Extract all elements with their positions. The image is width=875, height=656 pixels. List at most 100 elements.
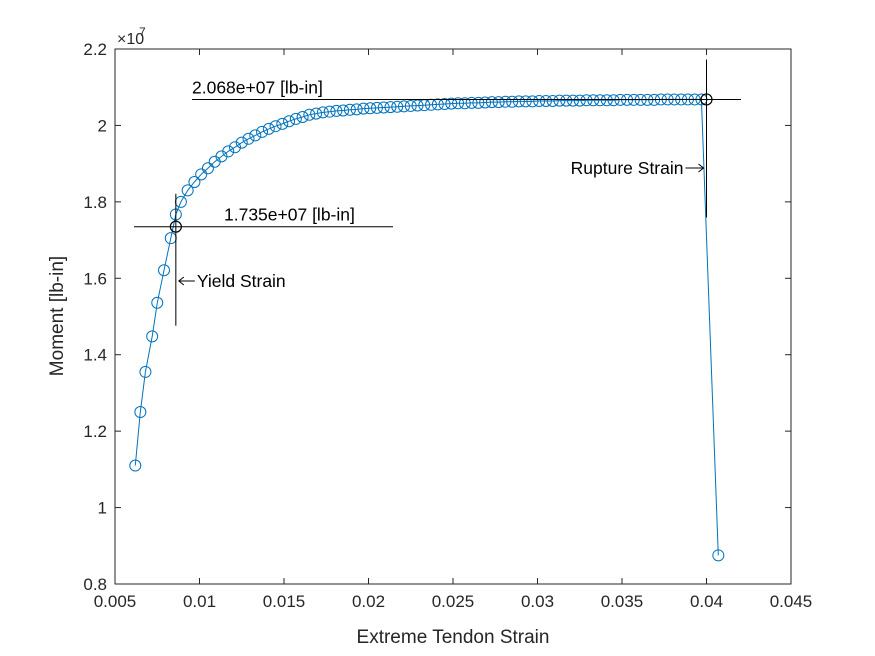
data-point [242,132,255,145]
data-point [283,115,296,128]
y-tick-label: 0.8 [83,575,107,594]
rupture-arrow-head [698,163,705,173]
y-axis-ticks: 0.8 1 1.2 1.4 1.6 1.8 2 2.2 [83,40,791,594]
y-exponent-power: 7 [139,25,146,39]
y-tick-label: 2 [98,116,107,135]
x-tick-label: 0.025 [432,592,475,611]
data-point [580,94,593,107]
data-point [370,101,383,114]
data-point [553,94,566,107]
data-point [384,101,397,114]
data-point [377,101,390,114]
data-point [129,459,142,472]
data-point [343,103,356,116]
x-tick-label: 0.02 [352,592,385,611]
y-tick-label: 2.2 [83,40,107,59]
data-point [303,108,316,121]
data-point [310,107,323,120]
y-tick-label: 1.2 [83,422,107,441]
data-point [539,94,552,107]
data-point [573,94,586,107]
x-tick-label: 0.01 [183,592,216,611]
data-point [330,104,343,117]
yield-point-marker [169,220,182,233]
x-axis-label: Extreme Tendon Strain [357,627,550,648]
data-point [560,94,573,107]
data-point [411,99,424,112]
data-point [506,95,519,108]
x-tick-label: 0.005 [94,592,137,611]
x-tick-label: 0.045 [770,592,813,611]
data-point [391,100,404,113]
data-point [289,112,302,125]
data-point [712,549,725,562]
data-point [357,102,370,115]
data-point [256,125,269,138]
x-tick-label: 0.015 [263,592,306,611]
data-point [492,96,505,109]
y-tick-label: 1.4 [83,346,107,365]
annotation-layer: 1.735e+07 [lb-in] 2.068e+07 [lb-in] Yiel… [134,59,741,326]
data-point [566,94,579,107]
y-exponent-multiplier: ×10 [117,31,144,48]
rupture-moment-label: 2.068e+07 [lb-in] [192,77,323,97]
data-point [201,162,214,175]
data-point [151,296,164,309]
data-point [452,97,465,110]
data-point [600,94,613,107]
data-point [472,96,485,109]
data-point [364,102,377,115]
data-point [438,98,451,111]
y-tick-label: 1.6 [83,269,107,288]
data-point [479,96,492,109]
y-tick-label: 1 [98,499,107,518]
data-point [296,111,309,124]
data-point [323,105,336,118]
data-point [465,96,478,109]
x-tick-label: 0.04 [690,592,723,611]
data-point [235,136,248,149]
rupture-point-marker [700,93,713,106]
x-tick-label: 0.03 [521,592,554,611]
data-point [139,365,152,378]
data-point [181,184,194,197]
data-point [269,120,282,133]
data-point [546,94,559,107]
data-point [587,94,600,107]
data-point [404,99,417,112]
data-point [276,117,289,130]
data-point [249,129,262,142]
data-point [262,122,275,135]
x-axis-ticks: 0.005 0.01 0.015 0.02 0.025 0.03 0.035 0.04 0.04… [94,49,813,611]
data-point [188,175,201,188]
x-tick-label: 0.035 [601,592,644,611]
data-point [512,95,525,108]
yield-moment-label: 1.735e+07 [lb-in] [224,205,355,225]
y-axis-label: Moment [lb-in] [47,256,68,376]
data-point [350,103,363,116]
data-point [526,95,539,108]
yield-arrow-head [178,276,185,286]
data-point [594,94,607,107]
data-point [445,97,458,110]
data-point [158,264,171,277]
data-point [228,141,241,154]
data-point [607,94,620,107]
y-tick-label: 1.8 [83,193,107,212]
data-point [134,406,147,419]
data-point [431,98,444,111]
data-point [397,100,410,113]
rupture-strain-label: Rupture Strain [571,158,684,178]
data-point [499,95,512,108]
data-point [195,168,208,181]
data-point [146,330,159,343]
data-point [533,94,546,107]
data-point [485,96,498,109]
data-point [316,106,329,119]
data-point [222,145,235,158]
data-point [337,104,350,117]
data-point [458,97,471,110]
yield-strain-label: Yield Strain [197,271,286,291]
